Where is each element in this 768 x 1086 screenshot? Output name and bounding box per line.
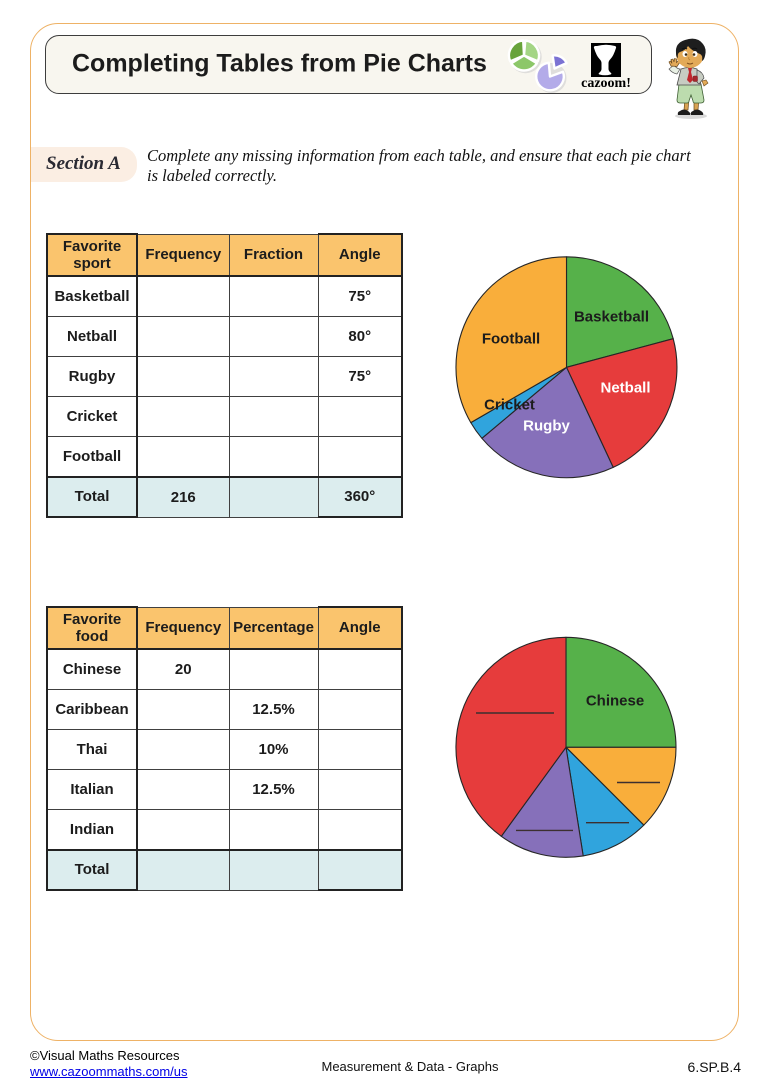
svg-text:cazoom!: cazoom! [581,76,631,90]
